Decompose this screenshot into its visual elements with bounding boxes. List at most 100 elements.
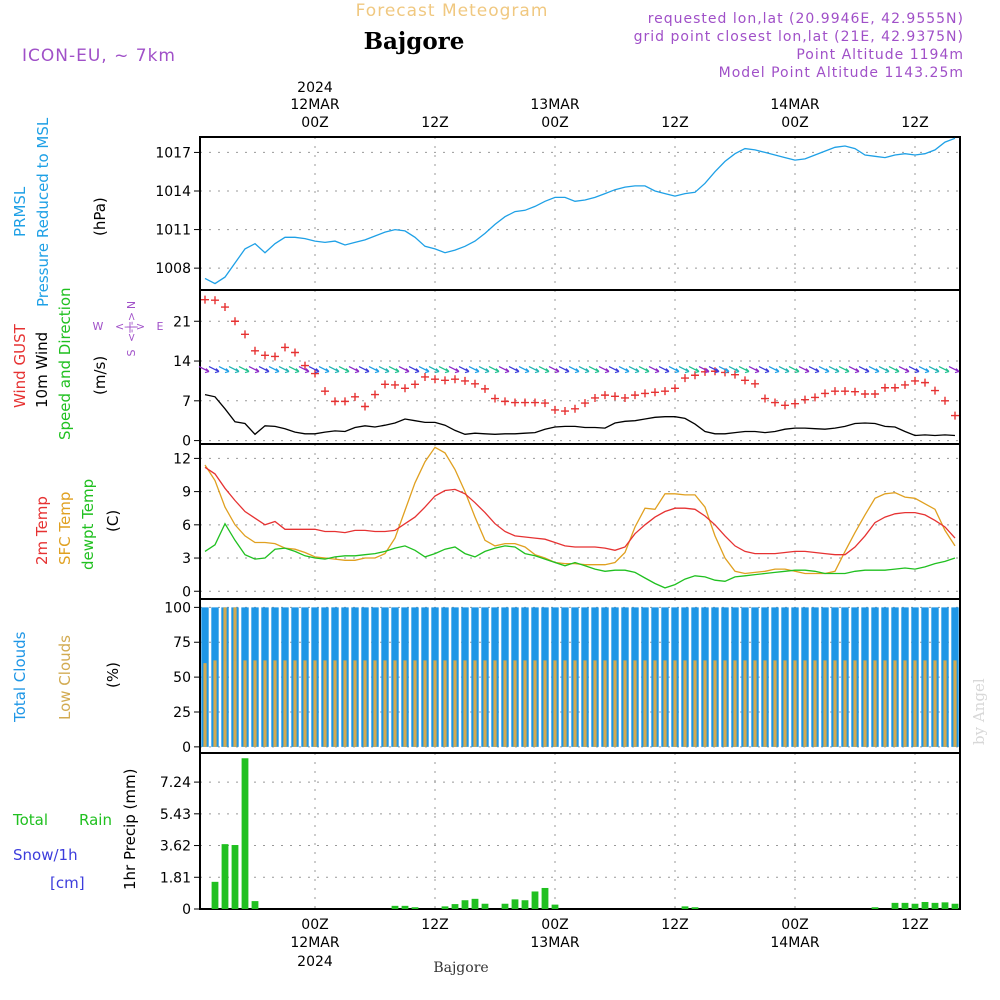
low-cloud-bar bbox=[213, 660, 217, 747]
low-cloud-bar bbox=[363, 660, 367, 747]
gust-marker bbox=[941, 396, 949, 405]
top-hour-label: 12Z bbox=[421, 115, 448, 131]
total-clouds-label: Total Clouds bbox=[11, 631, 29, 723]
bottom-day-label: 14MAR bbox=[770, 935, 819, 951]
gust-marker bbox=[371, 390, 379, 399]
precip-bar bbox=[211, 881, 219, 909]
wind-direction-arrow bbox=[458, 366, 470, 374]
low-cloud-bar bbox=[383, 660, 387, 747]
precip-bar bbox=[471, 898, 479, 909]
wind-direction-arrow bbox=[878, 366, 890, 374]
gust-marker bbox=[861, 389, 869, 398]
y-tick-label: 7.24 bbox=[160, 775, 191, 791]
pressure-unit: (hPa) bbox=[91, 197, 109, 236]
wind-direction-arrow bbox=[668, 366, 680, 374]
gust-marker bbox=[321, 387, 329, 396]
wind-direction-arrow bbox=[928, 366, 940, 374]
wind-gust-label: Wind GUST bbox=[11, 323, 29, 408]
low-cloud-bar bbox=[833, 660, 837, 747]
low-cloud-bar bbox=[313, 660, 317, 747]
low-cloud-bar bbox=[443, 660, 447, 747]
gust-marker bbox=[471, 379, 479, 388]
wind-direction-arrow bbox=[408, 366, 420, 374]
gust-marker bbox=[901, 380, 909, 389]
gust-marker bbox=[261, 351, 269, 360]
wind-direction-arrow bbox=[788, 366, 800, 374]
wind-direction-arrow bbox=[208, 366, 220, 374]
precip-bar bbox=[481, 903, 489, 909]
gust-marker bbox=[931, 386, 939, 395]
y-tick-label: 0 bbox=[182, 434, 191, 450]
wind-direction-arrow bbox=[608, 366, 620, 374]
gust-marker bbox=[281, 343, 289, 352]
low-cloud-bar bbox=[723, 660, 727, 747]
gust-marker bbox=[611, 392, 619, 401]
top-hour-label: 12Z bbox=[901, 115, 928, 131]
precip-axis-label: 1hr Precip (mm) bbox=[121, 769, 139, 890]
wind-direction-arrow bbox=[938, 366, 950, 374]
wind-direction-arrow bbox=[258, 366, 270, 374]
wind-direction-arrow bbox=[678, 366, 690, 374]
low-cloud-bar bbox=[303, 660, 307, 747]
panel-frame bbox=[199, 443, 961, 600]
wind-direction-arrow bbox=[278, 366, 290, 374]
gust-marker bbox=[651, 388, 659, 397]
wind-direction-arrow bbox=[908, 366, 920, 374]
pressure-labels: PRMSL Pressure Reduced to MSL (hPa) bbox=[11, 117, 109, 307]
wind-10m-line bbox=[204, 393, 956, 437]
wind-direction-arrow bbox=[838, 366, 850, 374]
gust-marker bbox=[831, 387, 839, 396]
low-cloud-bar bbox=[703, 660, 707, 747]
wind-direction-arrow bbox=[798, 366, 810, 374]
gust-marker bbox=[301, 361, 309, 370]
gust-marker bbox=[541, 399, 549, 408]
gust-marker bbox=[411, 380, 419, 389]
bottom-day-label: 13MAR bbox=[530, 935, 579, 951]
gust-marker bbox=[211, 296, 219, 305]
low-cloud-bar bbox=[433, 660, 437, 747]
y-tick-label: 25 bbox=[173, 705, 191, 721]
precip-bar bbox=[951, 903, 959, 909]
wind-direction-arrow bbox=[538, 366, 550, 374]
y-tick-label: 1011 bbox=[155, 223, 191, 239]
wind-direction-arrow bbox=[268, 366, 280, 374]
wind-direction-arrow bbox=[748, 366, 760, 374]
temp-sfc-label: SFC Temp bbox=[56, 492, 74, 565]
wind-direction-arrow bbox=[888, 366, 900, 374]
wind-direction-arrow bbox=[198, 366, 210, 374]
top-day-label: 12MAR bbox=[290, 97, 339, 113]
wind-direction-arrow bbox=[358, 366, 370, 374]
precip-bar bbox=[531, 891, 539, 909]
wind-direction-arrow bbox=[728, 366, 740, 374]
wind-direction-arrow bbox=[628, 366, 640, 374]
low-cloud-bar bbox=[593, 660, 597, 747]
wind-direction-arrow bbox=[388, 366, 400, 374]
point-altitude: Point Altitude 1194m bbox=[796, 47, 964, 63]
low-cloud-bar bbox=[563, 660, 567, 747]
precip-bar bbox=[391, 905, 399, 909]
gust-marker bbox=[251, 346, 259, 355]
precip-bar bbox=[411, 907, 419, 909]
rain-label-a: Total bbox=[12, 811, 48, 829]
temp-2m-label: 2m Temp bbox=[33, 496, 51, 565]
wind-direction-arrow bbox=[758, 366, 770, 374]
gust-marker bbox=[431, 375, 439, 384]
panel-frame bbox=[199, 136, 961, 291]
compass-s: S bbox=[125, 349, 138, 356]
gust-marker bbox=[341, 397, 349, 406]
temp-unit: (C) bbox=[104, 510, 122, 532]
t2m-line bbox=[204, 466, 956, 556]
y-tick-label: 5.43 bbox=[160, 807, 191, 823]
precip-bar bbox=[681, 906, 689, 909]
gust-marker bbox=[801, 395, 809, 404]
bottom-hour-label: 00Z bbox=[301, 917, 328, 933]
panel-frame bbox=[199, 752, 961, 910]
wind-direction-arrow bbox=[818, 366, 830, 374]
gust-marker bbox=[291, 348, 299, 357]
precip-bar bbox=[221, 844, 229, 909]
gust-marker bbox=[481, 384, 489, 393]
low-cloud-bar bbox=[353, 660, 357, 747]
low-cloud-bar bbox=[693, 660, 697, 747]
low-cloud-bar bbox=[503, 660, 507, 747]
precip-bar bbox=[941, 902, 949, 909]
